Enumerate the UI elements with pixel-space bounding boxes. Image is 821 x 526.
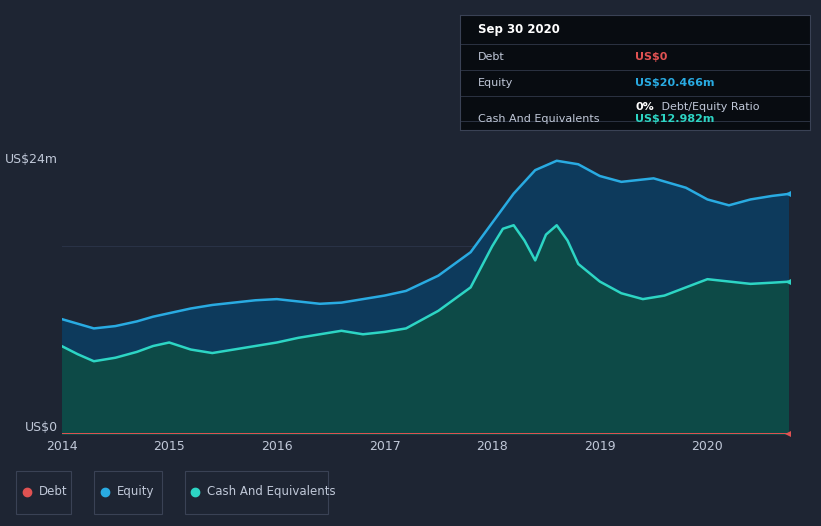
Text: Debt: Debt xyxy=(478,52,504,62)
Text: US$0: US$0 xyxy=(25,421,58,434)
Text: US$12.982m: US$12.982m xyxy=(635,114,714,124)
Text: Cash And Equivalents: Cash And Equivalents xyxy=(207,485,336,498)
Text: Debt: Debt xyxy=(39,485,67,498)
Text: Equity: Equity xyxy=(478,78,513,88)
Text: US$0: US$0 xyxy=(635,52,667,62)
Text: US$20.466m: US$20.466m xyxy=(635,78,714,88)
Text: Sep 30 2020: Sep 30 2020 xyxy=(478,23,559,36)
Text: Cash And Equivalents: Cash And Equivalents xyxy=(478,114,599,124)
Text: 0%: 0% xyxy=(635,102,654,112)
Text: US$24m: US$24m xyxy=(5,153,58,166)
Text: Debt/Equity Ratio: Debt/Equity Ratio xyxy=(658,102,759,112)
Text: Equity: Equity xyxy=(117,485,154,498)
